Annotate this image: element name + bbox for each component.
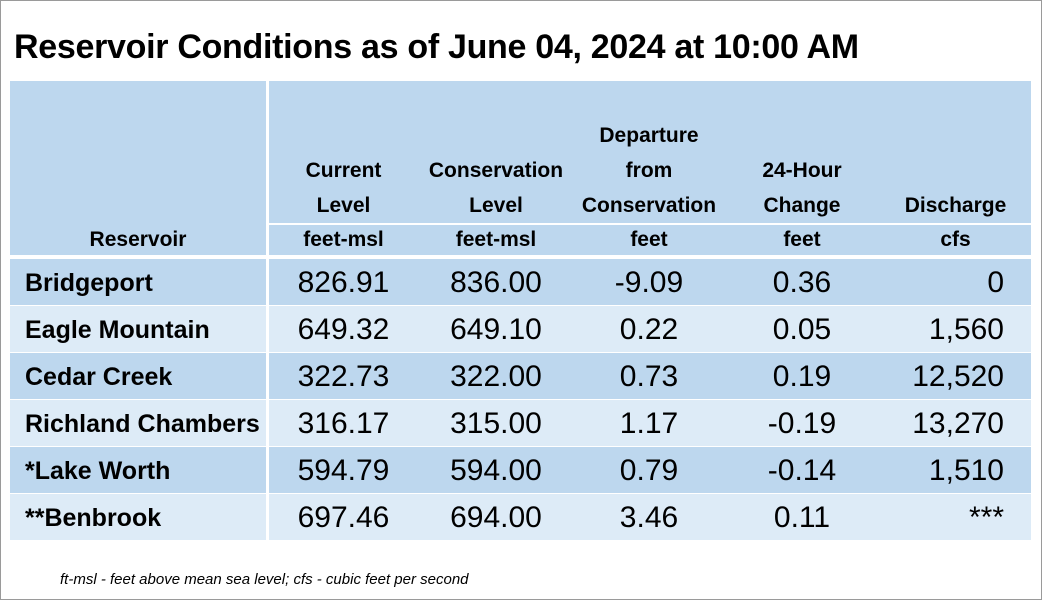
header-unit: feet [783,228,821,251]
discharge-value: 12,520 [912,360,1004,393]
departure-value: 0.79 [619,454,679,487]
header-unit: feet [630,228,668,251]
header-line: Change [763,194,841,217]
header-line: from [625,159,673,182]
header-unit: feet-msl [303,228,384,251]
table-row: Richland Chambers 316.17 315.00 1.17 -0.… [10,400,1031,446]
conservation-level-value: 315.00 [450,407,542,440]
change-value: 0.19 [772,360,832,393]
header-reservoir-label: Reservoir [89,228,187,251]
conservation-level-value: 594.00 [450,454,542,487]
header-line: Conservation [428,159,564,182]
reservoir-name: *Lake Worth [25,457,171,485]
header-line: Level [469,194,523,217]
current-level-value: 826.91 [297,266,390,299]
header-reservoir: Reservoir [10,81,266,255]
column-divider [266,81,269,541]
discharge-value: 13,270 [912,407,1004,440]
table-row: **Benbrook 697.46 694.00 3.46 0.11 *** [10,494,1031,540]
header-line: Level [316,194,371,217]
departure-value: 1.17 [619,407,679,440]
reservoir-name: Eagle Mountain [25,316,210,344]
departure-value: 0.22 [619,313,679,346]
table-row: *Lake Worth 594.79 594.00 0.79 -0.14 1,5… [10,447,1031,493]
conservation-level-value: 322.00 [450,360,542,393]
table-row: Cedar Creek 322.73 322.00 0.73 0.19 12,5… [10,353,1031,399]
current-level-value: 649.32 [297,313,390,346]
header-unit: feet-msl [455,228,537,251]
header-line: Departure [599,124,699,147]
departure-value: 3.46 [619,501,679,534]
conservation-level-value: 649.10 [450,313,542,346]
reservoir-name: **Benbrook [25,504,162,532]
departure-value: 0.73 [619,360,679,393]
current-level-value: 697.46 [297,501,390,534]
header-current-level: Current Level feet-msl [269,81,418,255]
footnote: ft-msl - feet above mean sea level; cfs … [60,571,469,588]
current-level-value: 316.17 [297,407,390,440]
header-unit-divider [269,223,1031,225]
current-level-value: 322.73 [297,360,390,393]
conservation-level-value: 694.00 [450,501,542,534]
header-line: Current [305,159,382,182]
reservoir-name: Bridgeport [25,269,153,297]
discharge-value: 0 [987,266,1004,299]
change-value: 0.11 [773,501,831,534]
reservoir-table: Reservoir Current Level feet-msl Conserv… [10,81,1031,541]
header-24-hour-change: 24-Hour Change feet [724,81,880,255]
table-row: Eagle Mountain 649.32 649.10 0.22 0.05 1… [10,306,1031,352]
reservoir-name: Richland Chambers [25,410,260,438]
change-value: -0.14 [767,454,837,487]
discharge-value: 1,560 [928,313,1004,346]
change-value: -0.19 [767,407,837,440]
change-value: 0.05 [772,313,832,346]
table-row: Bridgeport 826.91 836.00 -9.09 0.36 0 [10,259,1031,305]
conservation-level-value: 836.00 [450,266,542,299]
header-unit: cfs [940,228,971,251]
page-title: Reservoir Conditions as of June 04, 2024… [14,28,859,66]
table-header: Reservoir Current Level feet-msl Conserv… [10,81,1031,255]
header-line: 24-Hour [762,159,842,182]
discharge-value: 1,510 [928,454,1004,487]
discharge-value: *** [968,501,1004,534]
header-departure: Departure from Conservation feet [574,81,724,255]
departure-value: -9.09 [614,266,684,299]
reservoir-name: Cedar Creek [25,363,173,391]
current-level-value: 594.79 [297,454,390,487]
header-line: Conservation [581,194,717,217]
change-value: 0.36 [772,266,832,299]
header-discharge: Discharge cfs [880,81,1031,255]
header-conservation-level: Conservation Level feet-msl [418,81,574,255]
header-line: Discharge [904,194,1007,217]
